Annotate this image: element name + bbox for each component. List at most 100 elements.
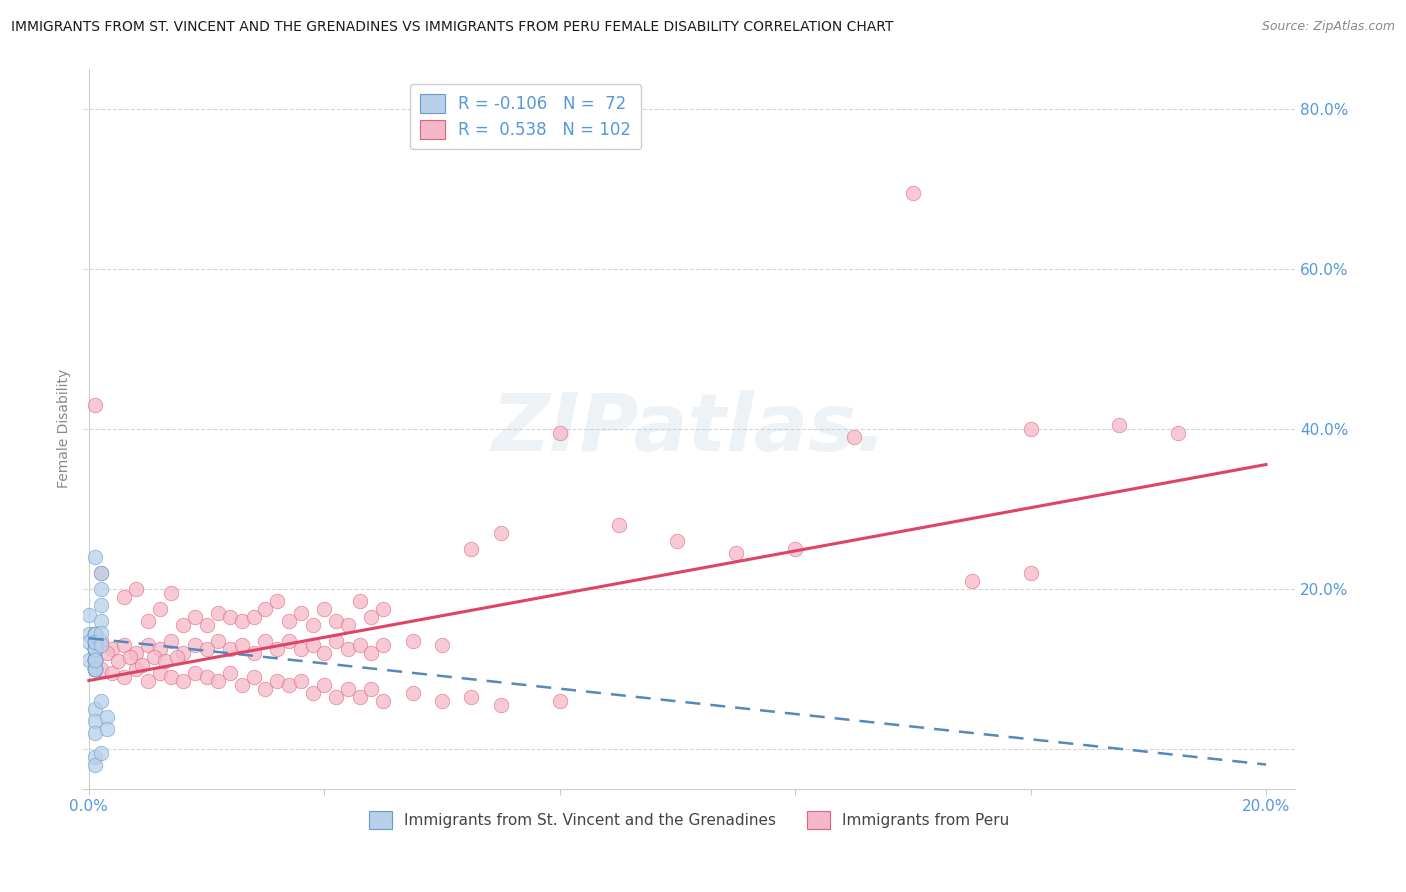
Point [266,641,288,656]
Point [148,601,170,615]
Point [83,653,105,667]
Point [207,633,229,648]
Point [349,593,371,607]
Point [136,638,159,652]
Point [77,627,100,641]
Point [83,653,105,667]
Point [184,665,207,680]
Point [90,633,112,648]
Point [336,641,359,656]
Point [90,582,112,596]
Point [1019,421,1042,435]
Point [160,633,183,648]
Point [278,633,301,648]
Point [207,673,229,688]
Point [83,661,105,675]
Point [90,638,112,652]
Point [278,614,301,628]
Point [207,606,229,620]
Point [430,638,453,652]
Point [785,541,807,556]
Point [83,757,105,772]
Point [83,641,105,656]
Point [83,641,105,656]
Point [96,646,118,660]
Point [219,665,242,680]
Point [83,653,105,667]
Point [83,714,105,728]
Point [83,627,105,641]
Point [125,661,148,675]
Point [725,545,748,559]
Point [90,598,112,612]
Point [83,635,105,649]
Point [314,677,336,691]
Point [1167,425,1189,440]
Point [83,641,105,656]
Point [148,641,170,656]
Point [77,653,100,667]
Point [242,646,264,660]
Point [607,517,630,532]
Point [290,641,312,656]
Point [160,669,183,683]
Point [83,627,105,641]
Point [460,541,482,556]
Point [373,638,395,652]
Point [254,681,277,696]
Point [254,601,277,615]
Point [77,607,100,622]
Point [90,614,112,628]
Point [101,665,124,680]
Point [83,641,105,656]
Point [90,566,112,580]
Point [195,669,218,683]
Point [195,641,218,656]
Point [184,609,207,624]
Point [83,749,105,764]
Text: IMMIGRANTS FROM ST. VINCENT AND THE GRENADINES VS IMMIGRANTS FROM PERU FEMALE DI: IMMIGRANTS FROM ST. VINCENT AND THE GREN… [11,20,894,34]
Point [136,673,159,688]
Point [155,653,177,667]
Point [83,653,105,667]
Point [231,614,253,628]
Point [301,617,323,632]
Point [77,635,100,649]
Point [666,533,689,548]
Point [172,673,194,688]
Point [83,641,105,656]
Point [172,617,194,632]
Point [83,635,105,649]
Point [83,635,105,649]
Point [83,653,105,667]
Point [401,685,423,699]
Point [373,601,395,615]
Point [120,649,142,664]
Point [83,661,105,675]
Point [83,661,105,675]
Point [184,638,207,652]
Point [112,638,135,652]
Point [83,549,105,564]
Point [548,425,571,440]
Point [90,566,112,580]
Point [90,625,112,640]
Point [83,398,105,412]
Point [266,593,288,607]
Point [166,649,188,664]
Point [112,669,135,683]
Point [83,635,105,649]
Point [336,617,359,632]
Point [83,641,105,656]
Point [290,606,312,620]
Point [401,633,423,648]
Point [231,638,253,652]
Point [83,653,105,667]
Point [83,635,105,649]
Point [360,681,382,696]
Point [83,661,105,675]
Point [278,677,301,691]
Point [195,617,218,632]
Point [360,609,382,624]
Point [83,653,105,667]
